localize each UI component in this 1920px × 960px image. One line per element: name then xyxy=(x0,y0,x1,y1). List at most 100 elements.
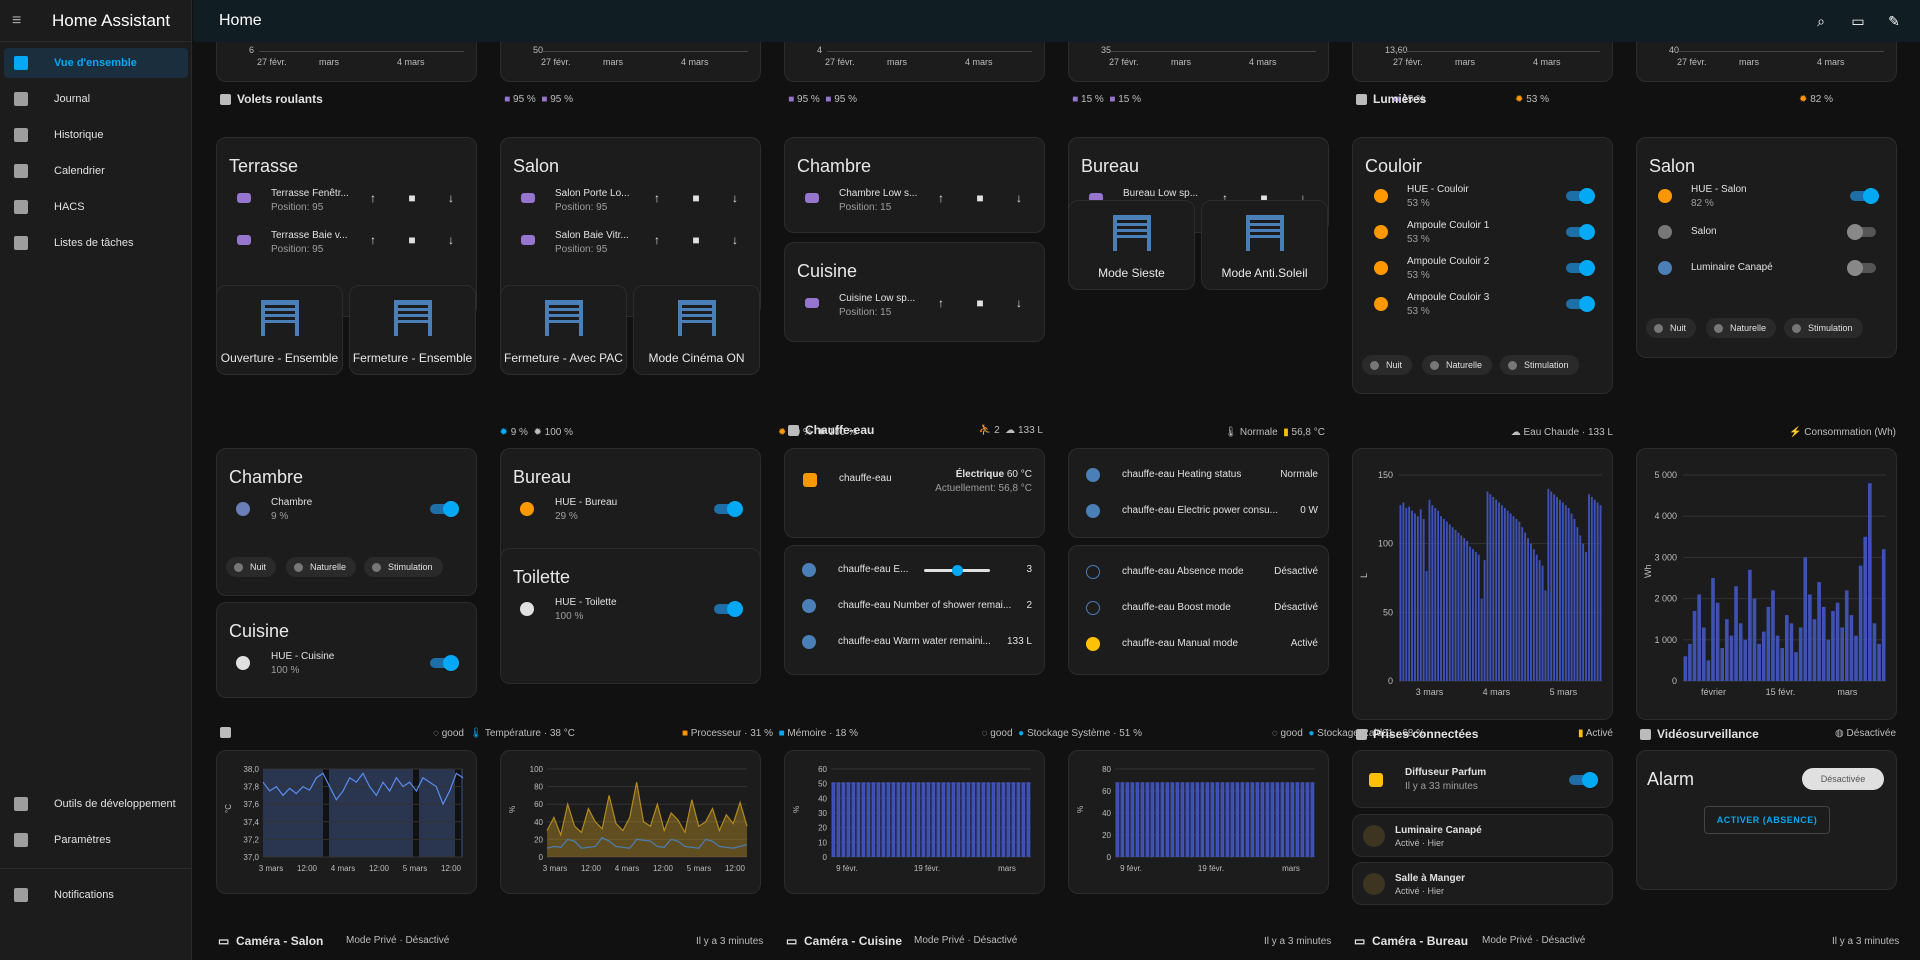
entity-name: Chambre xyxy=(271,497,313,508)
stop-icon[interactable]: ■ xyxy=(692,233,700,247)
stop-icon[interactable]: ■ xyxy=(1260,191,1268,205)
assist-icon[interactable]: ▭ xyxy=(1851,13,1865,29)
arrow-up-icon[interactable]: ↑ xyxy=(938,191,944,205)
sidebar-item-settings[interactable]: Paramètres xyxy=(4,825,188,855)
arrow-down-icon[interactable]: ↓ xyxy=(448,191,454,205)
bar xyxy=(1150,782,1155,857)
bar xyxy=(831,782,836,857)
button-label: Mode Cinéma ON xyxy=(648,351,745,365)
y-tick: 30 xyxy=(818,809,827,818)
slider-knob[interactable] xyxy=(952,565,963,576)
shutter-icon xyxy=(237,193,251,203)
diffuseur-toggle[interactable] xyxy=(1569,772,1598,788)
stop-icon[interactable]: ■ xyxy=(692,191,700,205)
arrow-down-icon[interactable]: ↓ xyxy=(1016,296,1022,310)
light-toggle[interactable] xyxy=(430,655,459,671)
scene-chip[interactable]: Nuit xyxy=(226,557,277,577)
scene-chip[interactable]: Naturelle xyxy=(1706,318,1777,338)
x-tick: 12:00 xyxy=(369,864,390,873)
search-icon[interactable]: ⌕ xyxy=(1817,13,1825,29)
sidebar-item-calendar[interactable]: Calendrier xyxy=(4,156,188,186)
y-tick: 100 xyxy=(1378,539,1393,549)
sidebar-item-devtools[interactable]: Outils de développement xyxy=(4,789,188,819)
light-toggle[interactable] xyxy=(1566,224,1595,240)
arrow-up-icon[interactable]: ↑ xyxy=(654,191,660,205)
card-top-chart: 13,60 27 févr. mars 4 mars xyxy=(1352,42,1613,82)
entity-name: Ampoule Couloir 2 xyxy=(1407,256,1490,267)
light-toggle[interactable] xyxy=(1847,224,1876,240)
sidebar-item-hacs[interactable]: HACS xyxy=(4,192,188,222)
card-salle-manger[interactable]: Salle à Manger Activé · Hier xyxy=(1352,862,1613,905)
arrow-down-icon[interactable]: ↓ xyxy=(732,191,738,205)
y-tick: 40 xyxy=(818,794,827,803)
lightbulb-icon xyxy=(1374,261,1388,275)
arrow-up-icon[interactable]: ↑ xyxy=(938,296,944,310)
arrow-up-icon[interactable]: ↑ xyxy=(1222,191,1228,205)
scene-chip[interactable]: Nuit xyxy=(1646,318,1697,338)
entity-name: Bureau Low sp... xyxy=(1123,188,1199,199)
scene-button[interactable]: Fermeture - Avec PAC xyxy=(500,285,627,375)
temperature-slider[interactable] xyxy=(924,565,990,576)
y-tick: 150 xyxy=(1378,470,1393,480)
edit-icon[interactable]: ✎ xyxy=(1888,13,1900,29)
bar xyxy=(1579,535,1582,681)
arrow-down-icon[interactable]: ↓ xyxy=(732,233,738,247)
sidebar-item-todo[interactable]: Listes de tâches xyxy=(4,228,188,258)
light-toggle[interactable] xyxy=(714,501,743,517)
page-title: Home xyxy=(219,12,262,29)
scene-button[interactable]: Mode Cinéma ON xyxy=(633,285,760,375)
stop-icon[interactable]: ■ xyxy=(408,191,416,205)
sidebar-item-journal[interactable]: Journal xyxy=(4,84,188,114)
entity-name: Ampoule Couloir 1 xyxy=(1407,220,1490,231)
alarm-state-chip[interactable]: Désactivée xyxy=(1802,768,1884,790)
activate-absence-button[interactable]: ACTIVER (ABSENCE) xyxy=(1704,806,1830,834)
scene-button[interactable]: Mode Anti.Soleil xyxy=(1201,200,1328,290)
x-tick: mars xyxy=(1739,57,1759,67)
bar xyxy=(1683,656,1688,681)
entity-state: Position: 95 xyxy=(271,244,324,255)
bar xyxy=(1582,543,1585,681)
scene-button[interactable]: Ouverture - Ensemble xyxy=(216,285,343,375)
scene-chip[interactable]: Naturelle xyxy=(286,557,357,577)
light-toggle[interactable] xyxy=(714,601,743,617)
entity-label: Chambre 9 % xyxy=(271,496,312,524)
scene-chip[interactable]: Nuit xyxy=(1362,355,1413,375)
sidebar-item-history[interactable]: Historique xyxy=(4,120,188,150)
scene-button[interactable]: Mode Sieste xyxy=(1068,200,1195,290)
bar xyxy=(846,782,851,857)
light-toggle[interactable] xyxy=(1566,188,1595,204)
entity-name: Luminaire Canapé xyxy=(1691,262,1773,273)
night-band xyxy=(413,769,419,857)
scene-chip[interactable]: Naturelle xyxy=(1422,355,1493,375)
light-toggle[interactable] xyxy=(1566,296,1595,312)
arrow-up-icon[interactable]: ↑ xyxy=(370,233,376,247)
arrow-down-icon[interactable]: ↓ xyxy=(1300,191,1306,205)
chip-label: Naturelle xyxy=(310,562,347,572)
bar xyxy=(1295,782,1300,857)
scene-button[interactable]: Fermeture - Ensemble xyxy=(349,285,476,375)
arrow-down-icon[interactable]: ↓ xyxy=(1016,191,1022,205)
sidebar-item-overview[interactable]: Vue d'ensemble xyxy=(4,48,188,78)
scene-chip[interactable]: Stimulation xyxy=(1784,318,1863,338)
light-toggle[interactable] xyxy=(1566,260,1595,276)
sidebar-item-notifications[interactable]: Notifications xyxy=(4,880,188,910)
bar xyxy=(1130,782,1135,857)
card-luminaire-canape[interactable]: Luminaire Canapé Activé · Hier xyxy=(1352,814,1613,857)
sidebar-item-label: Calendrier xyxy=(54,165,105,177)
arrow-up-icon[interactable]: ↑ xyxy=(654,233,660,247)
light-toggle[interactable] xyxy=(1847,260,1876,276)
light-toggle[interactable] xyxy=(1850,188,1879,204)
card-diffuseur[interactable]: Diffuseur Parfum Il y a 33 minutes xyxy=(1352,750,1613,808)
bar xyxy=(1771,590,1775,681)
menu-icon[interactable]: ≡ xyxy=(12,11,22,29)
bar xyxy=(1402,502,1405,681)
scene-chip[interactable]: Stimulation xyxy=(364,557,443,577)
light-toggle[interactable] xyxy=(430,501,459,517)
stop-icon[interactable]: ■ xyxy=(976,191,984,205)
scene-chip[interactable]: Stimulation xyxy=(1500,355,1579,375)
arrow-down-icon[interactable]: ↓ xyxy=(448,233,454,247)
stop-icon[interactable]: ■ xyxy=(976,296,984,310)
arrow-up-icon[interactable]: ↑ xyxy=(370,191,376,205)
stop-icon[interactable]: ■ xyxy=(408,233,416,247)
card-chauffe-main[interactable]: chauffe-eau Électrique 60 °C Actuellemen… xyxy=(784,448,1045,538)
